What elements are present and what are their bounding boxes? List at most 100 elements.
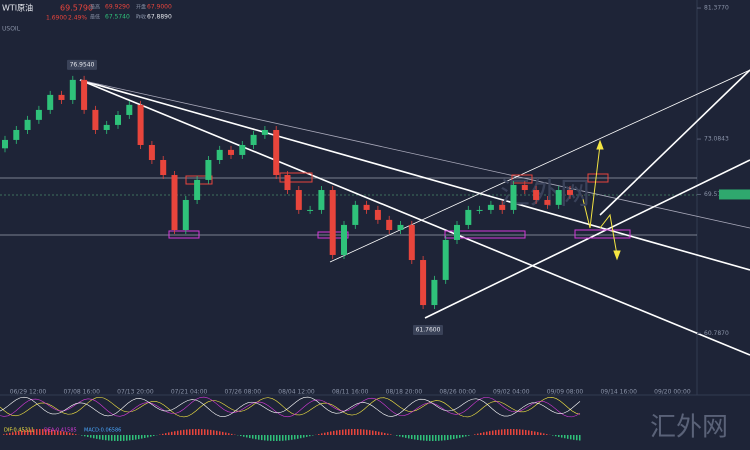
macd-bar [387, 433, 389, 435]
candle [329, 190, 336, 255]
macd-bar [417, 435, 419, 440]
candle [420, 260, 427, 306]
candle [442, 239, 449, 280]
macd-bar [321, 433, 323, 435]
candle [250, 134, 257, 145]
macd-bar [447, 435, 449, 440]
macd-bar [96, 435, 98, 439]
symbol-code: USOIL [2, 26, 21, 33]
macd-bar [318, 434, 320, 435]
candle [205, 160, 212, 180]
x-tick-label: 08/26 00:00 [439, 389, 476, 396]
macd-bar [495, 430, 497, 435]
macd-bar [57, 430, 59, 435]
macd-bar [228, 433, 230, 435]
macd-bar [273, 435, 275, 441]
low-value: 67.5740 [105, 14, 130, 21]
candle [476, 209, 483, 211]
macd-bar [537, 432, 539, 435]
macd-bar [366, 429, 368, 435]
x-tick-label: 09/20 00:00 [654, 389, 691, 396]
macd-bar [39, 429, 41, 435]
macd-bar [558, 435, 560, 437]
candle [2, 139, 8, 149]
macd-bar [345, 429, 347, 435]
macd-bar [390, 434, 392, 435]
candle [408, 224, 415, 261]
macd-bar [144, 435, 146, 438]
symbol-name: WTI原油 [2, 3, 33, 13]
macd-bar [513, 429, 515, 435]
macd-bar [546, 434, 548, 435]
macd-bar [408, 435, 410, 439]
macd-bar [528, 430, 530, 435]
macd-bar [525, 429, 527, 435]
macd-bar [69, 432, 71, 435]
candle [487, 204, 494, 210]
macd-bar [348, 429, 350, 435]
macd-bar [504, 429, 506, 435]
macd-bar [108, 435, 110, 441]
candle [284, 175, 291, 191]
candle [69, 79, 76, 100]
boxes [168, 172, 631, 239]
candle [24, 119, 31, 130]
macd-bar [498, 429, 500, 435]
macd-bar [291, 435, 293, 440]
open-value: 67.9000 [147, 4, 172, 11]
candle [352, 204, 359, 225]
candle [239, 144, 246, 155]
macd-bar [3, 434, 5, 435]
candle [363, 204, 370, 210]
macd-bar [327, 432, 329, 435]
x-tick-label: 09/14 16:00 [600, 389, 637, 396]
macd-bar [111, 435, 113, 441]
macd-bar [12, 432, 14, 435]
macd-bar [99, 435, 101, 440]
macd-bar [399, 435, 401, 437]
macd-bar [375, 431, 377, 435]
macd-bar [87, 435, 89, 437]
macd-bar [15, 431, 17, 435]
macd-bar [279, 435, 281, 441]
candle [567, 190, 573, 195]
macd-bar [66, 432, 68, 435]
candle [341, 224, 347, 255]
candle [35, 109, 42, 120]
macd-bar [303, 435, 305, 438]
macd-bar [363, 429, 365, 435]
macd-bar [435, 435, 437, 441]
macd-bar [186, 429, 188, 435]
macd-bar [570, 435, 572, 440]
macd-bar [48, 429, 50, 435]
macd-bar [456, 435, 458, 439]
macd-bar [486, 431, 488, 435]
macd-bar [117, 435, 119, 441]
candle [318, 190, 325, 210]
annotation: 61.7600 [416, 327, 441, 334]
macd-bar [42, 429, 44, 435]
candle [454, 224, 460, 240]
macd-bar [480, 432, 482, 435]
indicator-label: DEA:0.41585 [44, 428, 77, 434]
macd-bar [351, 429, 353, 435]
macd-bar [573, 435, 575, 440]
macd-bar [150, 435, 152, 437]
macd-bar [459, 435, 461, 438]
macd-bar [135, 435, 137, 440]
y-tick-label: 73.0843 [704, 136, 729, 143]
candle [555, 190, 562, 205]
macd-bar [297, 435, 299, 439]
candle [194, 179, 201, 200]
macd-bar [213, 430, 215, 435]
candle [216, 149, 223, 161]
macd-bar [420, 435, 422, 441]
macd-bar [123, 435, 125, 441]
candle [544, 199, 551, 205]
macd-bar [240, 435, 242, 437]
macd-bar [63, 431, 65, 435]
macd-bar [180, 430, 182, 435]
macd-bar [465, 435, 467, 437]
candle [137, 104, 144, 145]
